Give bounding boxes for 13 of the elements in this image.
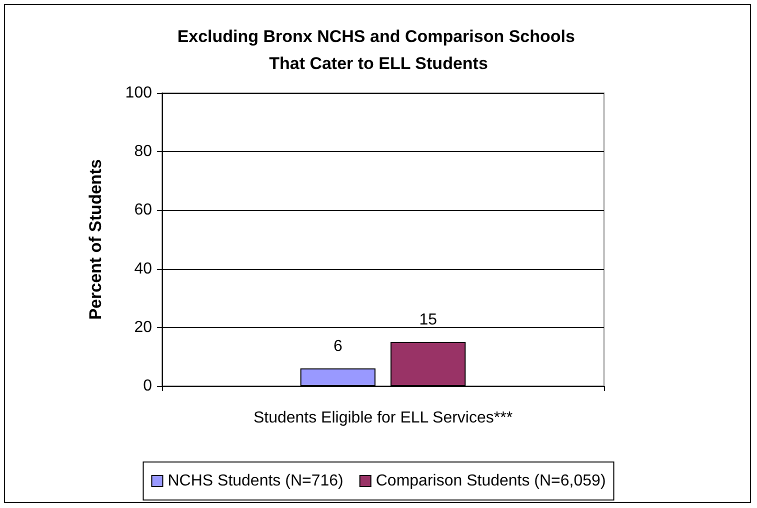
data-label: 6: [333, 338, 342, 355]
legend-label: NCHS Students (N=716): [168, 472, 344, 490]
y-tick-label: 80: [134, 143, 152, 160]
y-tick-label: 20: [134, 318, 152, 336]
y-tick-label: 40: [134, 260, 152, 278]
chart-title: Excluding Bronx NCHS and Comparison Schools That Cater to ELL Students: [177, 27, 580, 73]
legend-label: Comparison Students (N=6,059): [376, 472, 606, 490]
y-tick-label: 0: [143, 378, 152, 394]
x-tick-label: Students Eligible for ELL Services***: [253, 410, 513, 426]
data-label: 15: [419, 312, 438, 329]
y-tick-label: 60: [134, 202, 152, 219]
y-axis-title: Percent of Students: [86, 159, 105, 320]
y-tick-label: 100: [125, 84, 152, 102]
